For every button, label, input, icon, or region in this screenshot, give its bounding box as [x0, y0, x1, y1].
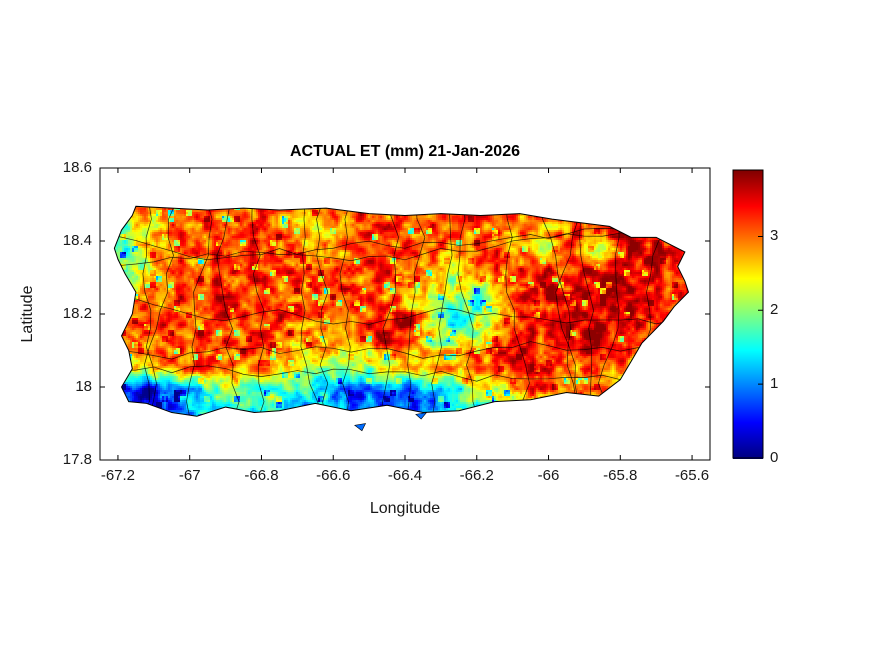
y-tick-label: 18.6	[62, 159, 92, 176]
x-tick-label: -65.6	[674, 467, 710, 484]
x-tick-label: -65.8	[603, 467, 638, 484]
x-axis-label: Longitude	[369, 500, 441, 517]
y-tick-label: 17.8	[62, 451, 92, 468]
colorbar-tick-label: 3	[770, 227, 779, 245]
x-tick-label: -67.2	[100, 467, 136, 484]
x-tick-label: -66	[537, 467, 560, 484]
colorbar-tick-label: 0	[770, 449, 779, 466]
y-tick-label: 18.4	[62, 232, 92, 249]
x-tick-label: -66.2	[459, 467, 494, 484]
colorbar-tick-label: 2	[770, 301, 779, 319]
colorbar	[733, 170, 763, 458]
y-tick-label: 18.2	[62, 305, 92, 322]
chart-title: ACTUAL ET (mm) 21-Jan-2026	[290, 143, 520, 160]
colorbar-tick-label: 1	[770, 375, 779, 393]
x-tick-label: -66.8	[244, 467, 279, 484]
x-tick-label: -66.4	[387, 467, 423, 484]
x-tick-label: -66.6	[316, 467, 351, 484]
y-tick-label: 18	[75, 378, 92, 395]
x-tick-label: -67	[178, 467, 201, 484]
